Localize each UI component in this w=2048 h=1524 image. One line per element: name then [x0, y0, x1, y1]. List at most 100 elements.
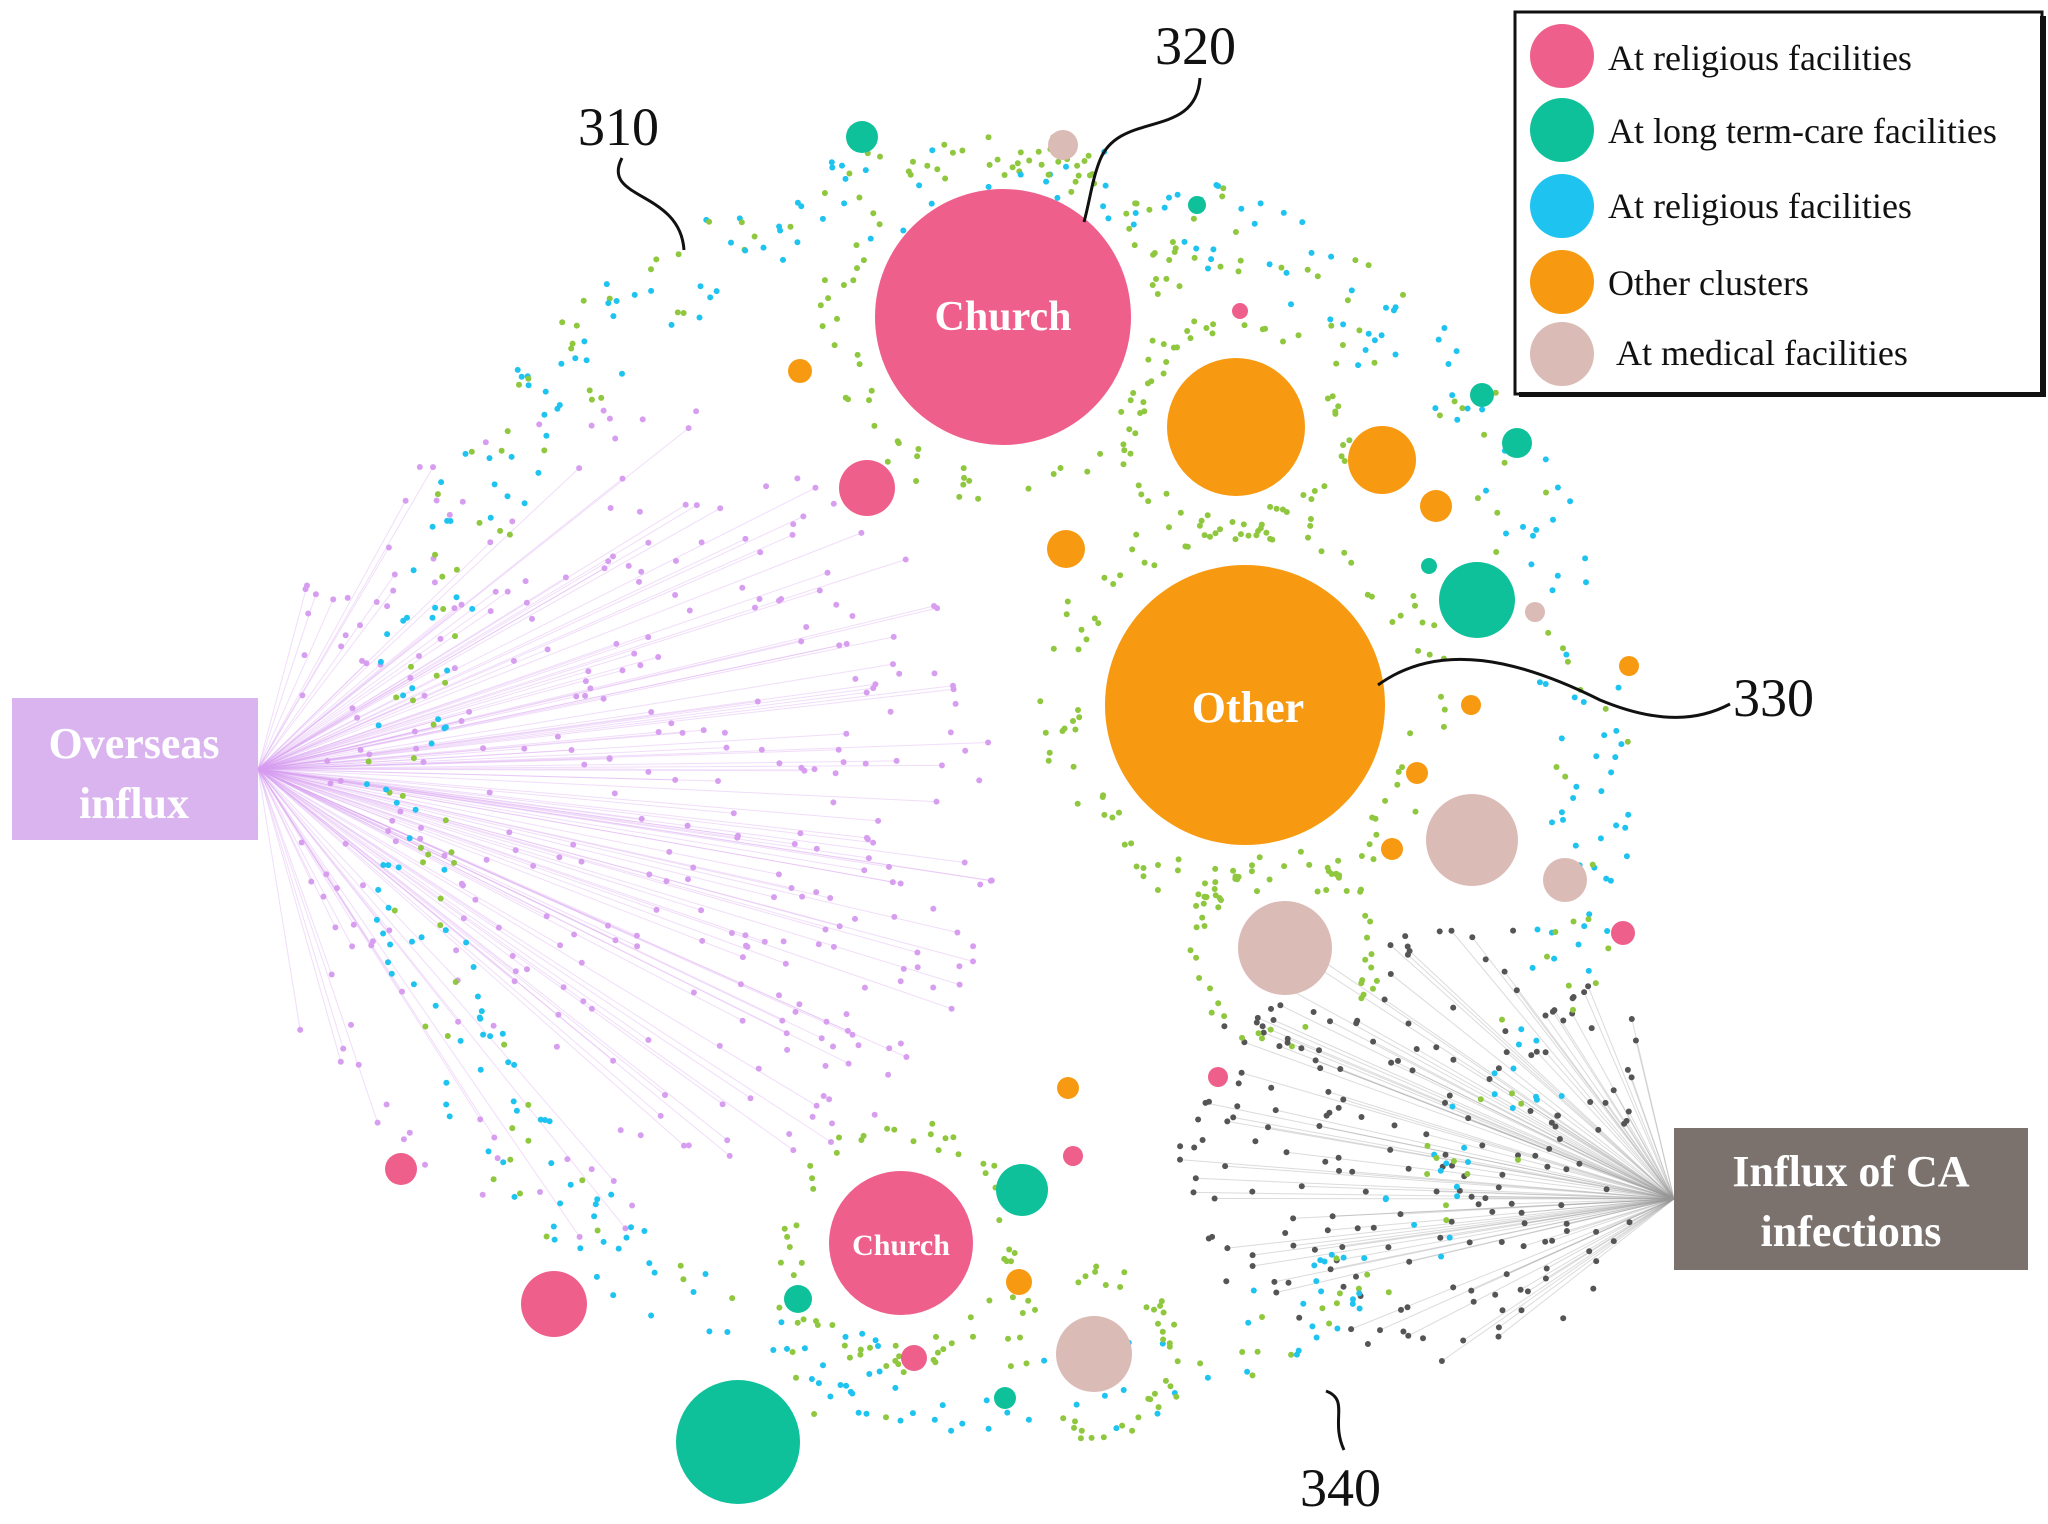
overseas-case-node	[299, 692, 306, 699]
cluster-member-node	[1367, 918, 1374, 925]
cluster-member-node	[1198, 517, 1205, 524]
ca-edge	[1453, 1059, 1675, 1200]
ca-edge	[1379, 1198, 1675, 1331]
ca-case-node	[1222, 1163, 1229, 1170]
overseas-case-node	[392, 838, 399, 845]
ca-case-node	[1387, 971, 1394, 977]
overseas-case-node	[778, 596, 785, 602]
legend-shadow-right	[2040, 16, 2046, 396]
ring-node	[1309, 1323, 1316, 1330]
cluster-member-node	[1215, 1000, 1222, 1007]
leader-line-330	[1377, 657, 1731, 719]
ring-node	[1365, 262, 1372, 269]
cluster-member-node	[1100, 792, 1107, 799]
cluster-member-node	[1338, 453, 1345, 460]
ring-node	[1356, 1305, 1363, 1312]
ring-node	[385, 862, 392, 869]
ca-case-node	[1337, 1066, 1344, 1072]
overseas-edge	[257, 747, 727, 770]
overseas-case-node	[754, 698, 761, 705]
ring-node	[543, 1233, 550, 1240]
ring-node	[525, 382, 532, 389]
ca-case-node	[1259, 1023, 1266, 1030]
cluster-node	[521, 1271, 587, 1337]
ring-node	[432, 551, 438, 558]
legend-label-medical: At medical facilities	[1616, 333, 1908, 373]
ca-case-node	[1542, 1012, 1549, 1019]
ring-node	[592, 1201, 599, 1208]
overseas-case-node	[775, 871, 782, 878]
cluster-member-node	[959, 147, 966, 154]
cluster-member-node	[1300, 492, 1307, 498]
overseas-case-node	[340, 1045, 347, 1052]
overseas-case-node	[357, 622, 363, 629]
cluster-member-node	[1193, 902, 1200, 909]
ring-node	[500, 1159, 507, 1166]
ring-node	[794, 1319, 801, 1326]
ca-case-node	[1283, 1149, 1290, 1156]
overseas-case-node	[673, 557, 679, 564]
cluster-member-node	[896, 1353, 903, 1360]
ring-node	[1560, 816, 1566, 823]
overseas-case-node	[790, 521, 797, 528]
ca-edge	[1195, 1177, 1675, 1200]
cluster-node	[1426, 794, 1518, 886]
cluster-member-node	[1217, 526, 1223, 533]
ring-node	[653, 256, 660, 263]
ca-edge	[1262, 1025, 1675, 1200]
ca-case-node	[1628, 1074, 1635, 1081]
cluster-member-node	[1093, 1263, 1100, 1270]
ca-case-node	[1499, 1171, 1506, 1178]
overseas-case-node	[363, 660, 370, 667]
ring-node	[1239, 1349, 1246, 1355]
cluster-member-node	[966, 477, 973, 484]
ca-case-node	[1433, 1188, 1440, 1195]
overseas-case-node	[758, 746, 765, 753]
cluster-member-node	[833, 1149, 840, 1156]
ring-node	[1623, 853, 1630, 860]
cluster-member-node	[1221, 1013, 1228, 1020]
cluster-member-node	[1372, 815, 1379, 822]
ring-node	[1567, 498, 1574, 505]
ca-case-node	[1191, 1144, 1198, 1151]
ring-node	[1491, 1070, 1498, 1077]
ring-node	[1045, 171, 1052, 178]
overseas-case-node	[386, 927, 393, 934]
overseas-case-node	[930, 984, 937, 991]
overseas-edge	[257, 768, 792, 889]
ring-node	[569, 340, 576, 347]
overseas-edge	[257, 656, 659, 770]
ring-node	[1443, 1202, 1449, 1209]
ca-influx-box	[1674, 1128, 2028, 1270]
cluster-member-node	[1187, 947, 1194, 954]
overseas-edge	[257, 701, 758, 770]
cluster-member-node	[1215, 904, 1222, 911]
ring-node	[608, 1191, 615, 1198]
cluster-node	[1057, 1077, 1079, 1099]
ca-case-node	[1316, 1047, 1322, 1054]
overseas-edge	[257, 768, 869, 859]
ring-node	[1383, 304, 1389, 311]
ca-case-node	[1449, 1162, 1455, 1169]
ring-node	[1536, 679, 1543, 686]
ring-node	[1552, 929, 1559, 935]
ca-edge	[1276, 1198, 1675, 1293]
ring-node	[508, 453, 515, 460]
cluster-member-node	[1269, 536, 1276, 543]
cluster-nodes: Church Other Church	[385, 121, 1639, 1504]
ring-node	[477, 1015, 484, 1022]
ca-case-node	[1270, 1017, 1277, 1023]
ring-node	[432, 1002, 439, 1009]
ring-node	[1154, 1410, 1161, 1417]
cluster-member-node	[1145, 498, 1152, 505]
ca-case-node	[1354, 1017, 1361, 1024]
overseas-case-node	[544, 646, 551, 653]
ring-node	[1433, 1155, 1440, 1161]
overseas-case-node	[812, 484, 819, 491]
overseas-case-node	[304, 582, 310, 589]
cluster-member-node	[914, 453, 921, 460]
overseas-case-node	[788, 885, 795, 891]
cluster-member-node	[1160, 1309, 1167, 1316]
overseas-case-node	[578, 858, 585, 865]
overseas-case-node	[700, 727, 707, 734]
